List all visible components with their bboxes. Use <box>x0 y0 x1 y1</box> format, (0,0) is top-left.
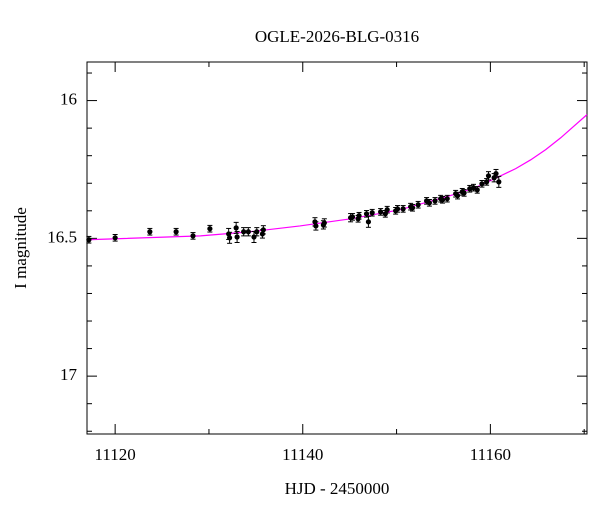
data-point <box>496 179 502 185</box>
data-point <box>245 229 251 235</box>
x-tick-label: 11120 <box>95 445 136 464</box>
data-point <box>349 214 356 220</box>
data-point <box>254 229 260 235</box>
y-tick-label: 17 <box>60 365 78 384</box>
data-point <box>251 234 257 240</box>
x-axis-label: HJD - 2450000 <box>285 479 390 498</box>
data-point <box>474 187 480 193</box>
data-point <box>369 210 375 216</box>
x-tick-label: 11140 <box>282 445 323 464</box>
data-point <box>432 198 438 204</box>
data-point <box>365 219 372 225</box>
data-point <box>485 173 492 179</box>
data-point <box>313 223 319 229</box>
plot-frame <box>86 61 588 435</box>
data-point <box>415 202 421 208</box>
y-tick-label: 16.5 <box>47 227 77 246</box>
data-point <box>234 234 240 240</box>
data-point <box>190 233 196 239</box>
data-point <box>112 235 118 241</box>
data-point <box>321 220 327 226</box>
data-point <box>356 213 362 219</box>
data-point <box>461 190 467 196</box>
x-tick-label: 11160 <box>470 445 511 464</box>
data-point <box>260 227 266 233</box>
data-point <box>439 197 446 203</box>
data-point <box>493 171 499 177</box>
data-point <box>479 181 485 187</box>
data-point <box>484 179 490 185</box>
data-point <box>384 207 390 213</box>
data-point <box>241 229 247 235</box>
data-point <box>426 200 433 206</box>
data-point <box>444 196 450 202</box>
data-point <box>394 206 401 212</box>
data-point <box>147 229 153 235</box>
data-point <box>207 226 213 232</box>
data-point <box>400 206 406 212</box>
chart-title: OGLE-2026-BLG-0316 <box>255 27 419 46</box>
data-point <box>378 209 384 215</box>
data-point <box>226 235 233 241</box>
data-point <box>409 205 416 211</box>
data-point <box>86 237 92 243</box>
data-point <box>363 211 370 217</box>
y-axis-label: I magnitude <box>11 207 30 289</box>
data-point <box>454 193 461 199</box>
data-point <box>233 225 239 231</box>
data-point <box>173 229 179 235</box>
y-tick-label: 16 <box>60 89 77 108</box>
